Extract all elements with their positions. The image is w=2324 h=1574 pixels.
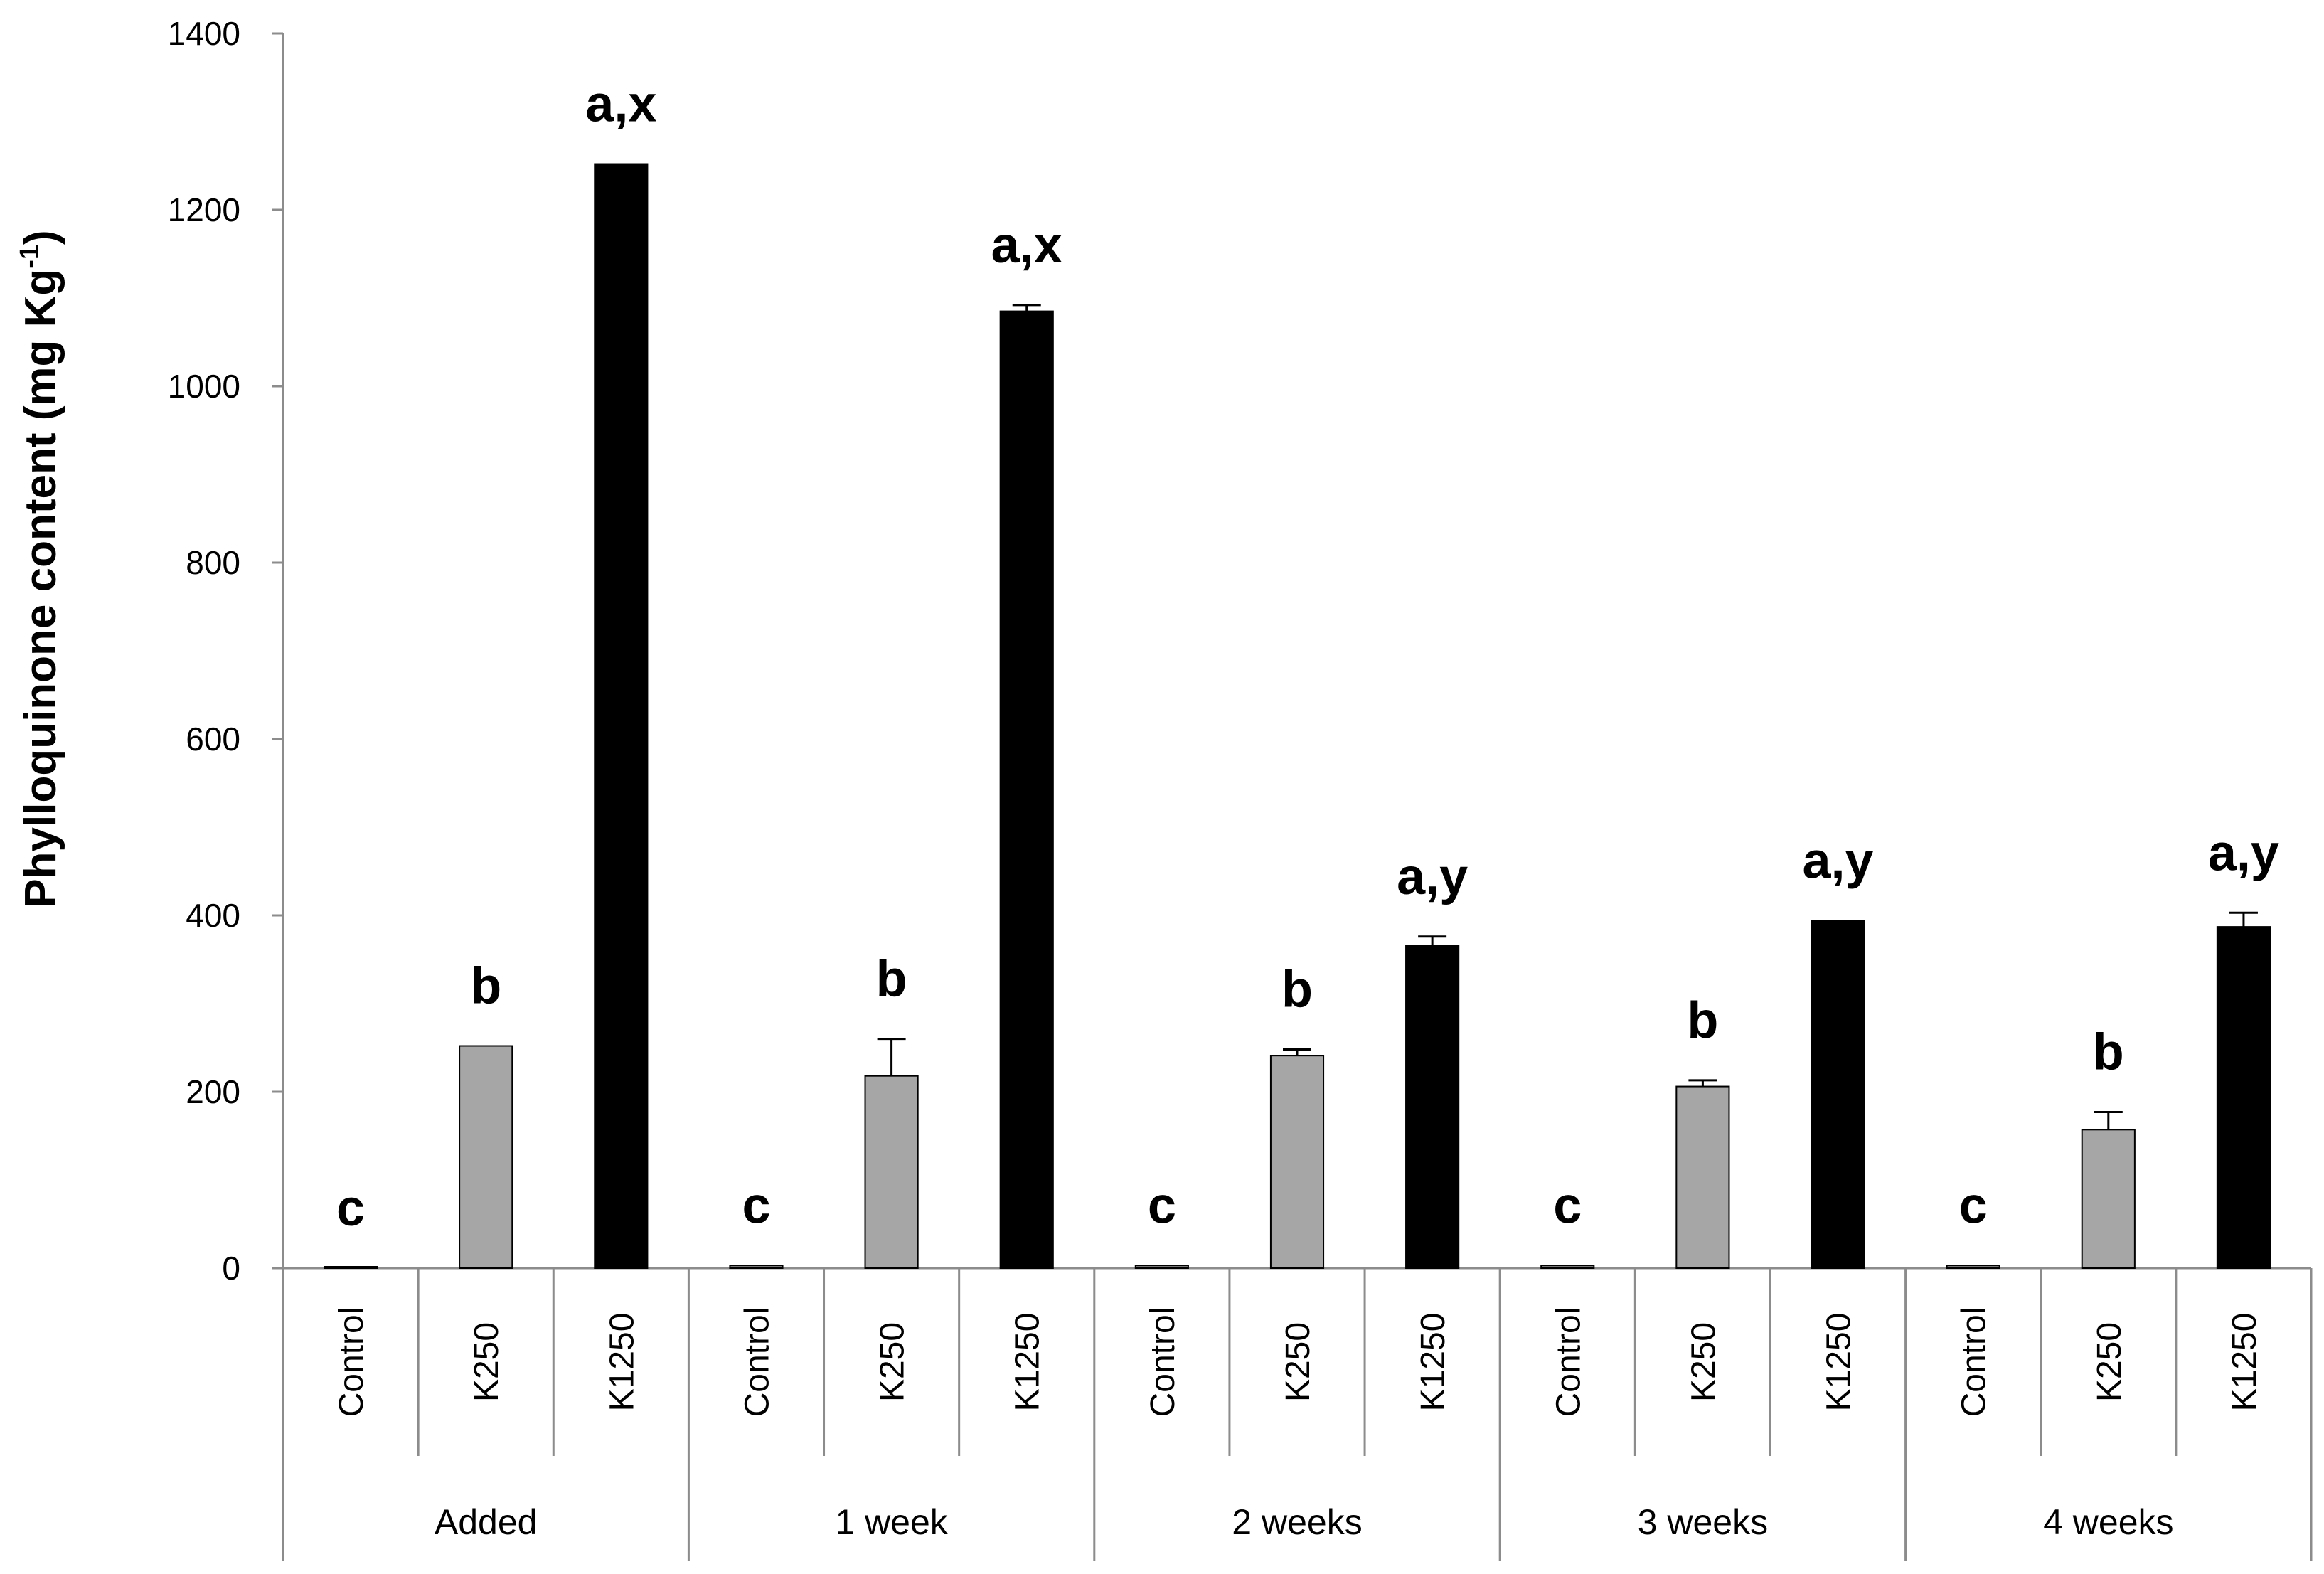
significance-letter: a,y: [1397, 849, 1468, 905]
significance-letter: c: [742, 1177, 770, 1234]
error-bars: [877, 304, 2258, 1130]
category-label: Control: [738, 1307, 776, 1418]
y-axis-label: Phylloquinone content (mg Kg-1): [15, 230, 65, 908]
category-label: K1250: [603, 1313, 641, 1412]
group-label: 2 weeks: [1232, 1502, 1362, 1542]
y-tick-label: 1000: [168, 368, 240, 405]
significance-letter: a,y: [2208, 824, 2279, 881]
bar: [1811, 920, 1865, 1269]
bar: [594, 163, 649, 1269]
significance-letter: c: [1148, 1177, 1176, 1234]
bar: [1134, 1265, 1189, 1270]
bar: [1946, 1265, 2000, 1270]
significance-letter: b: [470, 958, 501, 1015]
bar: [999, 310, 1054, 1270]
category-label: K250: [1279, 1322, 1317, 1402]
y-tick-label: 200: [186, 1073, 240, 1110]
bar-series: [323, 163, 2271, 1270]
category-label: K1250: [1821, 1313, 1858, 1412]
y-axis-label-main: Phylloquinone content (mg Kg: [16, 269, 65, 908]
significance-letter: b: [1281, 961, 1313, 1018]
category-label: K250: [2091, 1322, 2128, 1402]
y-axis-label-superscript: -1: [15, 245, 45, 269]
y-tick-label: 600: [186, 720, 240, 757]
group-label: 4 weeks: [2043, 1502, 2173, 1542]
y-tick-label: 800: [186, 544, 240, 581]
y-tick-label: 400: [186, 897, 240, 934]
significance-letter: c: [336, 1180, 365, 1237]
category-label: K1250: [1414, 1313, 1452, 1412]
bar: [864, 1075, 919, 1270]
significance-letter: a,x: [585, 76, 656, 133]
bar: [323, 1266, 378, 1269]
significance-letter: c: [1959, 1177, 1988, 1234]
category-label: Control: [1956, 1307, 1993, 1418]
category-label: K250: [468, 1322, 506, 1402]
group-label: 1 week: [835, 1502, 948, 1542]
y-tick-label: 1400: [168, 15, 240, 52]
category-label: K250: [874, 1322, 912, 1402]
bar: [2081, 1129, 2136, 1269]
bar: [1675, 1085, 1730, 1270]
significance-letter: a,y: [1802, 832, 1873, 889]
y-tick-label: 1200: [168, 191, 240, 228]
significance-letter: c: [1553, 1177, 1582, 1234]
bar: [459, 1045, 513, 1270]
group-label: 3 weeks: [1638, 1502, 1768, 1542]
y-axis: 0 200 400 600 800 1000 1200 1400: [168, 15, 284, 1287]
y-tick-label: 0: [222, 1250, 240, 1287]
bar: [729, 1265, 784, 1270]
significance-letter: a,x: [991, 217, 1062, 274]
category-label: K1250: [2226, 1313, 2264, 1412]
significance-labels: c b a,x c b a,x c b a,y c b a,y c b a,y: [336, 76, 2279, 1237]
significance-letter: b: [2093, 1024, 2124, 1081]
bar: [1540, 1265, 1595, 1270]
category-label: K1250: [1009, 1313, 1047, 1412]
category-label: Control: [1144, 1307, 1182, 1418]
category-label: Control: [333, 1307, 371, 1418]
y-axis-label-close: ): [16, 230, 65, 245]
group-label: Added: [435, 1502, 538, 1542]
bar: [1269, 1055, 1325, 1270]
significance-letter: b: [876, 951, 907, 1008]
bar: [1405, 945, 1460, 1270]
x-axis: Added Control K250 K1250 1 week Control K250 K1…: [282, 1267, 2313, 1561]
category-label: K250: [1685, 1322, 1722, 1402]
significance-letter: b: [1687, 992, 1718, 1049]
category-label: Control: [1550, 1307, 1587, 1418]
bar: [2216, 926, 2271, 1269]
